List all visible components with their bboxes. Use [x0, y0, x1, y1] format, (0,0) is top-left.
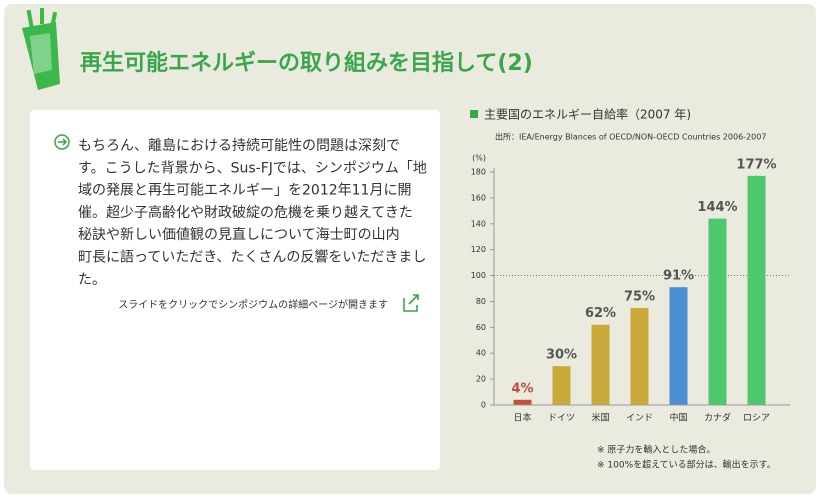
- article-line: 秘訣や新しい価値観の見直しについて海士町の山内: [78, 226, 400, 243]
- article-line: 催。超少子高齢化や財政破綻の危機を乗り越えてきた: [78, 204, 413, 221]
- article-line: 町長に語っていただき、たくさんの反響をいただきまし: [78, 249, 426, 266]
- chart-source: 出所：IEA/Energy Blances of OECD/NON-OECD C…: [495, 132, 766, 142]
- chart-note: ※ 100%を超えている部分は、輸出を示す。: [597, 459, 776, 471]
- y-tick-label: 60: [476, 323, 486, 332]
- bar: [669, 287, 688, 405]
- bar: [708, 218, 727, 405]
- logo-highlight: [30, 33, 52, 74]
- x-tick-label: インド: [626, 414, 653, 424]
- external-link-icon[interactable]: [403, 294, 419, 312]
- detail-link[interactable]: スライドをクリックでシンポジウムの詳細ページが開きます: [118, 298, 388, 311]
- x-tick-label: カナダ: [704, 412, 731, 424]
- bullet-arrow: [58, 138, 68, 146]
- value-label: 62%: [585, 306, 616, 321]
- page-title: 再生可能エネルギーの取り組みを目指して(2): [80, 50, 533, 76]
- x-tick-label: ドイツ: [548, 414, 575, 424]
- bar: [591, 324, 610, 405]
- x-tick-label: ロシア: [743, 414, 770, 424]
- y-tick-label: 40: [476, 349, 486, 358]
- x-tick-label: 中国: [669, 412, 687, 424]
- y-tick-label: 80: [476, 297, 486, 306]
- y-tick-label: 0: [481, 401, 486, 410]
- x-tick-label: 米国: [591, 412, 609, 424]
- bar: [513, 399, 532, 405]
- y-tick-label: 160: [471, 193, 486, 202]
- bar: [630, 307, 649, 405]
- y-tick-label: 180: [471, 168, 486, 177]
- chart-title: 主要国のエネルギー自給率（2007 年): [484, 107, 691, 122]
- y-tick-label: 120: [471, 245, 486, 254]
- chart-note: ※ 原子力を輸入とした場合。: [597, 444, 715, 456]
- article-line: た。: [78, 272, 106, 288]
- y-tick-label: 140: [471, 219, 486, 228]
- bar: [747, 175, 766, 405]
- article-line: す。こうした背景から、Sus-FJでは、シンポジウム「地: [78, 160, 427, 176]
- x-tick-label: 日本: [513, 412, 531, 424]
- y-tick-label: 100: [471, 271, 486, 280]
- y-tick-label: 20: [476, 375, 486, 384]
- value-label: 30%: [546, 348, 577, 363]
- value-label: 4%: [511, 381, 533, 396]
- article-line: 域の発展と再生可能エネルギー」を2012年11月に開: [78, 183, 411, 199]
- article-line: もちろん、離島における持続可能性の問題は深刻で: [78, 137, 400, 154]
- bullet-icon: [54, 134, 70, 150]
- y-axis-label: (%): [472, 154, 486, 163]
- article-box: [30, 110, 440, 470]
- logo-icon: [22, 8, 60, 90]
- value-label: 75%: [624, 289, 655, 304]
- value-label: 91%: [663, 269, 694, 284]
- value-label: 144%: [697, 200, 737, 215]
- value-label: 177%: [736, 157, 776, 172]
- bar: [552, 366, 571, 405]
- chart-title-marker: [470, 110, 478, 118]
